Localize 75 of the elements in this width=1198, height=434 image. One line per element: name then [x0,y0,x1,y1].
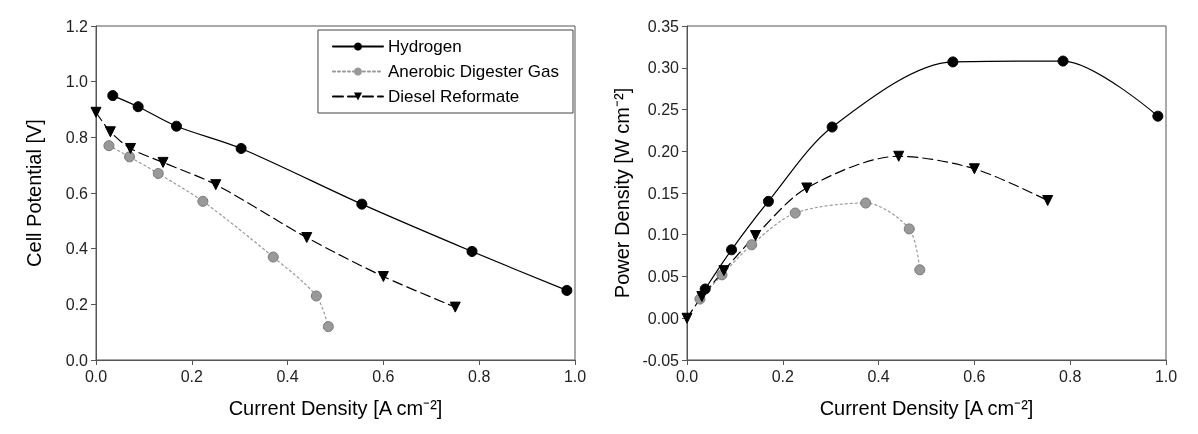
point [104,126,116,138]
point [197,195,209,207]
y-tick-label: 1.0 [65,73,89,91]
y-tick-label: 0.20 [647,142,680,160]
y-tick-label: 0.00 [647,309,680,327]
x-tick-label: 0.0 [675,367,699,385]
point [152,168,164,180]
x-tick-label: 0.8 [468,367,491,385]
point [301,232,313,244]
x-tick-label: 0.4 [867,367,890,385]
point [90,106,102,118]
point [1042,195,1054,207]
point [762,195,774,207]
point [310,290,322,302]
x-tick-label: 0.0 [84,367,108,385]
point [267,251,279,263]
point [561,284,573,296]
point [947,56,959,68]
point [322,321,334,333]
legend-label: Anerobic Digester Gas [387,62,560,81]
x-axis-title: Current Density [A cm⁻²] [228,397,443,419]
point [681,312,693,324]
point [157,156,169,168]
point [893,150,905,162]
y-tick-label: -0.05 [642,351,680,369]
point [210,179,222,191]
point [903,223,915,235]
point [449,301,461,313]
point [1152,110,1164,122]
point [968,163,980,175]
point [726,244,738,256]
y-tick-label: 0.30 [647,59,680,77]
point [718,265,730,277]
point [107,90,119,102]
point [1057,55,1069,67]
y-tick-label: 0.8 [65,128,89,146]
point [914,264,926,276]
y-tick-label: 0.35 [647,17,680,35]
legend-label: Diesel Reformate [387,87,520,106]
point [103,140,115,152]
y-tick-label: 0.05 [647,268,680,285]
x-tick-label: 0.2 [180,367,204,385]
x-tick-label: 0.8 [1059,367,1082,385]
y-tick-label: 0.10 [647,226,680,244]
x-tick-label: 1.0 [1154,367,1178,385]
y-tick-label: 0.0 [65,351,89,369]
point [356,198,368,210]
legend-label: Hydrogen [387,37,462,56]
point [377,271,389,282]
point [235,142,247,154]
point [789,207,801,219]
point [826,121,838,133]
y-axis-title: Cell Potential [V] [23,119,45,267]
x-tick-label: 0.6 [372,367,395,385]
x-tick-label: 0.2 [771,367,795,385]
point [132,101,144,113]
point [750,230,761,242]
point [746,239,758,251]
point [124,142,136,154]
y-tick-label: 0.2 [65,295,89,313]
x-axis-title: Current Density [A cm⁻²] [819,397,1034,419]
y-tick-label: 0.6 [65,184,89,202]
y-tick-label: 0.25 [647,101,680,118]
point [170,120,182,132]
y-tick-label: 0.4 [65,240,89,258]
point [860,197,872,209]
point [801,182,813,194]
y-tick-label: 0.15 [647,184,680,202]
x-tick-label: 0.6 [963,367,986,385]
x-tick-label: 1.0 [563,367,587,385]
y-tick-label: 1.2 [65,17,89,35]
x-tick-label: 0.4 [276,367,299,385]
point [466,245,478,257]
point [124,151,136,163]
y-axis-title: Power Density [W cm⁻²] [610,87,633,299]
